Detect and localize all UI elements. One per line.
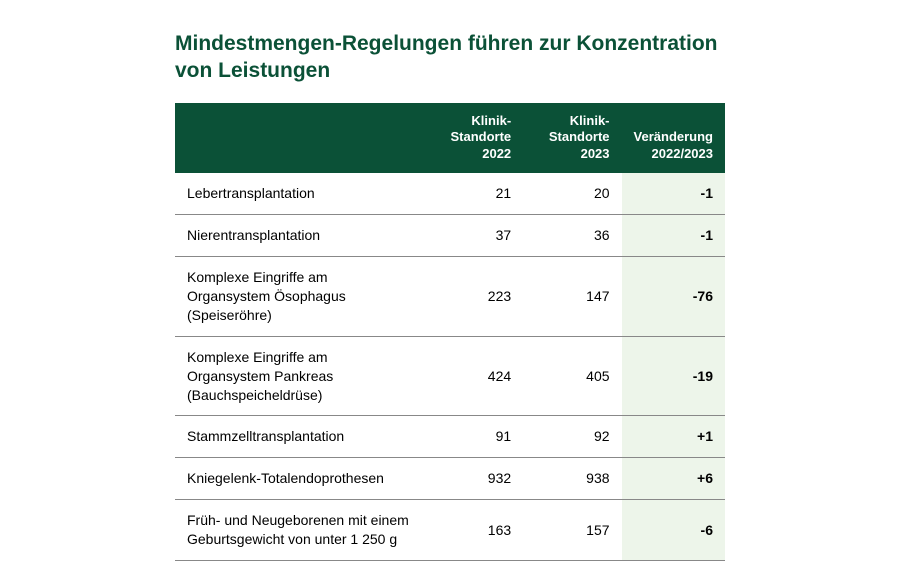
cell-2023: 92 [523, 416, 621, 458]
cell-2023: 147 [523, 257, 621, 337]
table-row: Kniegelenk-Totalendoprothesen 932 938 +6 [175, 458, 725, 500]
table-row: Nierentransplantation 37 36 -1 [175, 215, 725, 257]
col-header-2023: Klinik-Standorte 2023 [523, 103, 621, 174]
cell-change: -6 [622, 500, 725, 561]
cell-2023: 938 [523, 458, 621, 500]
cell-change: +1 [622, 416, 725, 458]
cell-2022: 163 [425, 500, 523, 561]
cell-change: -1 [622, 215, 725, 257]
cell-label: Kniegelenk-Totalendoprothesen [175, 458, 425, 500]
table-row: Stammzelltransplantation 91 92 +1 [175, 416, 725, 458]
cell-2023: 157 [523, 500, 621, 561]
cell-2022: 37 [425, 215, 523, 257]
cell-change: +6 [622, 458, 725, 500]
cell-2023: 20 [523, 173, 621, 214]
cell-label: Komplexe Eingriffe am Organsystem Ösopha… [175, 257, 425, 337]
table-row: Lebertransplantation 21 20 -1 [175, 173, 725, 214]
cell-2022: 21 [425, 173, 523, 214]
col-header-change: Veränderung 2022/2023 [622, 103, 725, 174]
cell-label: Stammzelltransplantation [175, 416, 425, 458]
cell-change: -76 [622, 257, 725, 337]
cell-2023: 405 [523, 336, 621, 416]
cell-label: Früh- und Neugeborenen mit einem Geburts… [175, 500, 425, 561]
col-header-label [175, 103, 425, 174]
cell-label: Komplexe Eingriffe am Organsystem Pankre… [175, 336, 425, 416]
cell-2023: 36 [523, 215, 621, 257]
cell-label: Lebertransplantation [175, 173, 425, 214]
table-row: Komplexe Eingriffe am Organsystem Ösopha… [175, 257, 725, 337]
table-body: Lebertransplantation 21 20 -1 Nierentran… [175, 173, 725, 560]
cell-change: -1 [622, 173, 725, 214]
cell-label: Nierentransplantation [175, 215, 425, 257]
data-table: Klinik-Standorte 2022 Klinik-Standorte 2… [175, 103, 725, 561]
page-title: Mindestmengen-Regelungen führen zur Konz… [175, 30, 725, 85]
col-header-2022: Klinik-Standorte 2022 [425, 103, 523, 174]
table-header-row: Klinik-Standorte 2022 Klinik-Standorte 2… [175, 103, 725, 174]
table-row: Komplexe Eingriffe am Organsystem Pankre… [175, 336, 725, 416]
cell-change: -19 [622, 336, 725, 416]
cell-2022: 424 [425, 336, 523, 416]
cell-2022: 223 [425, 257, 523, 337]
table-row: Früh- und Neugeborenen mit einem Geburts… [175, 500, 725, 561]
cell-2022: 91 [425, 416, 523, 458]
cell-2022: 932 [425, 458, 523, 500]
